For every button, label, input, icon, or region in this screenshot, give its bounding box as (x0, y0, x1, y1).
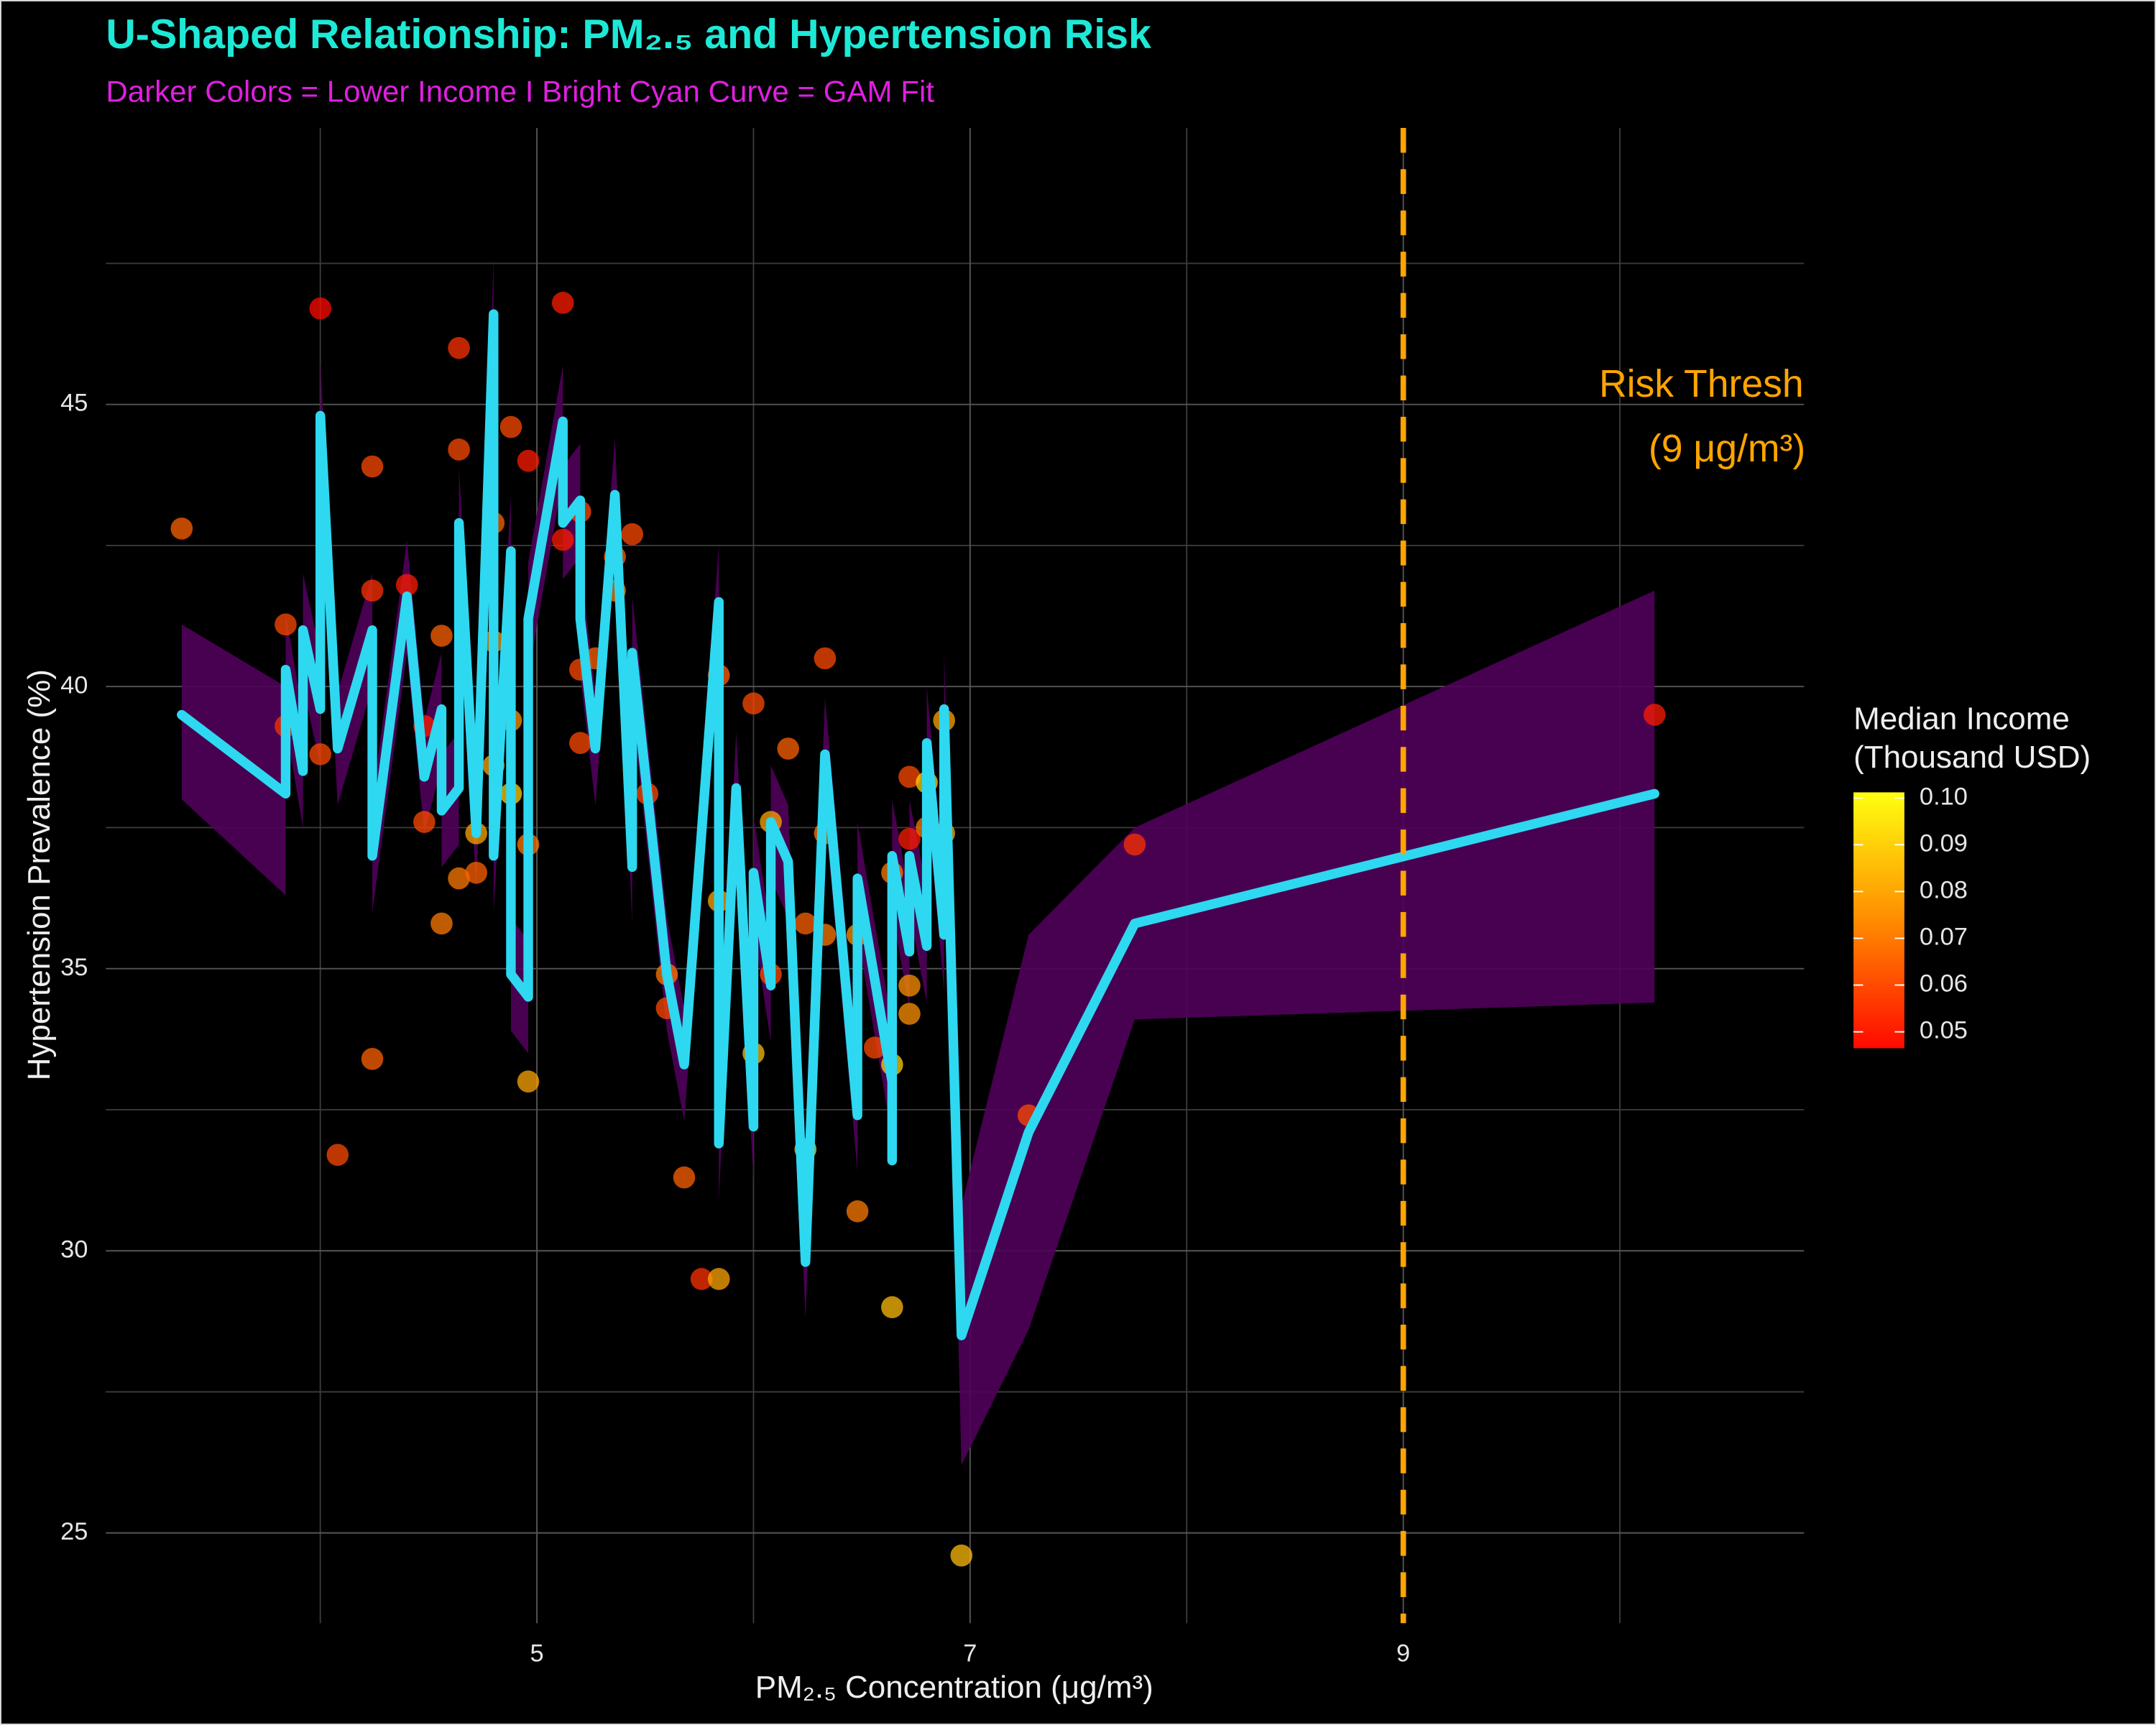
x-tick-label: 9 (1396, 1639, 1410, 1667)
colorbar-label: 0.08 (1920, 876, 1968, 903)
data-point (499, 415, 522, 438)
legend: Median Income (Thousand USD) 0.10 0.09 0.08 0… (1853, 701, 2091, 1049)
data-point (361, 455, 384, 478)
colorbar-label: 0.09 (1920, 829, 1968, 857)
data-point (361, 1048, 384, 1070)
data-point (170, 518, 193, 540)
data-point (898, 827, 921, 850)
chart-title: U-Shaped Relationship: PM₂.₅ and Hyperte… (106, 12, 1151, 58)
data-point (814, 647, 837, 670)
colorbar-label: 0.05 (1920, 1017, 1968, 1044)
data-point (326, 1144, 349, 1167)
colorbar-label: 0.07 (1920, 924, 1968, 951)
colorbar-label: 0.10 (1920, 783, 1968, 810)
data-point (777, 737, 800, 760)
data-point (361, 579, 384, 602)
data-point (846, 1200, 869, 1223)
data-point (309, 297, 332, 320)
data-point (413, 811, 436, 833)
data-point (275, 613, 297, 636)
data-point (950, 1544, 973, 1567)
data-point (448, 438, 470, 461)
y-tick-label: 35 (60, 954, 88, 981)
colorbar (1853, 792, 1904, 1049)
legend-title: (Thousand USD) (1853, 740, 2091, 775)
data-point (430, 912, 453, 935)
data-point (898, 765, 921, 788)
y-axis-title: Hypertension Prevalence (%) (22, 669, 57, 1080)
data-point (898, 1003, 921, 1025)
data-point (863, 1036, 886, 1059)
data-point (517, 449, 540, 472)
data-point (1643, 704, 1666, 726)
x-tick-label: 7 (963, 1639, 977, 1667)
colorbar-label: 0.06 (1920, 970, 1968, 998)
data-point (517, 1070, 540, 1093)
data-point (395, 574, 418, 597)
data-point (621, 523, 644, 546)
data-point (569, 732, 591, 755)
data-point (794, 912, 817, 935)
data-point (1123, 833, 1146, 856)
confidence-ribbon (181, 257, 1655, 1466)
data-point (465, 861, 488, 884)
x-tick-label: 5 (530, 1639, 544, 1667)
data-point (551, 528, 574, 551)
legend-title: Median Income (1853, 701, 2070, 736)
data-point (448, 867, 470, 890)
chart-subtitle: Darker Colors = Lower Income I Bright Cy… (106, 74, 934, 108)
data-point (309, 743, 332, 765)
data-point (551, 292, 574, 314)
plot-area: Risk Threshold (9 μg/m³) (170, 127, 1855, 1624)
y-tick-label: 40 (60, 671, 88, 699)
data-point (742, 692, 765, 715)
data-point (690, 1268, 713, 1290)
data-point (707, 1268, 730, 1290)
data-point (898, 974, 921, 997)
y-tick-label: 25 (60, 1518, 88, 1545)
data-point (881, 1296, 903, 1319)
threshold-label: Risk Threshold (1599, 363, 1855, 405)
data-point (448, 336, 470, 359)
y-tick-label: 30 (60, 1236, 88, 1263)
y-tick-label: 45 (60, 390, 88, 417)
data-point (673, 1166, 696, 1189)
x-axis-title: PM₂.₅ Concentration (μg/m³) (755, 1670, 1153, 1705)
gam-fit-line (177, 309, 1659, 1340)
data-point (430, 625, 453, 647)
threshold-label: (9 μg/m³) (1649, 428, 1805, 470)
